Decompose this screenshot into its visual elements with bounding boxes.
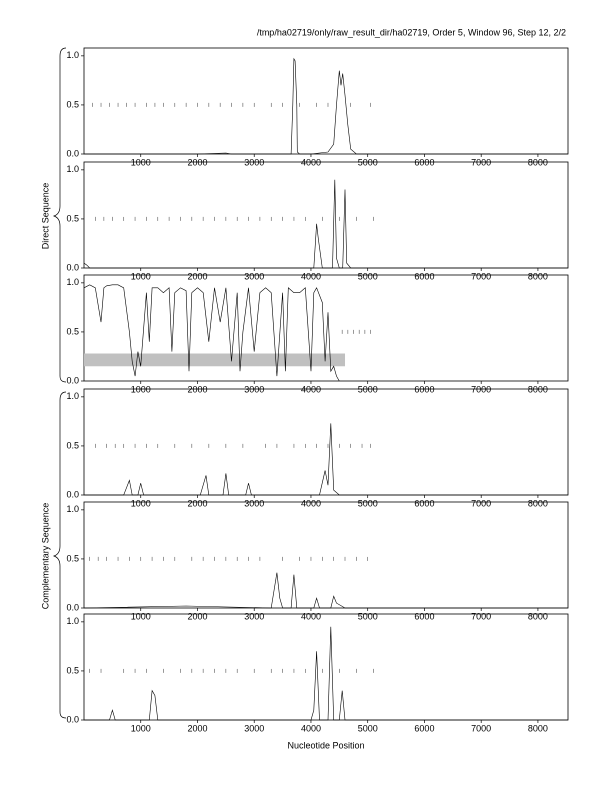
brace [52,47,67,383]
y-tick-label: 0.5 [66,440,79,450]
x-tick-label: 6000 [414,271,434,281]
x-tick-label: 4000 [301,498,321,508]
x-tick-label: 8000 [528,271,548,281]
x-tick-label: 6000 [414,498,434,508]
x-tick-label: 3000 [244,611,264,621]
group-label: Direct Sequence [40,183,50,250]
x-tick-label: 6000 [414,723,434,733]
y-tick-label: 1.0 [66,391,79,401]
y-tick-label: 1.0 [66,164,79,174]
group-label: Complementary Sequence [40,503,50,610]
line [84,423,568,496]
brace [52,391,67,719]
x-tick-label: 3000 [244,498,264,508]
x-tick-label: 7000 [471,723,491,733]
y-tick-label: 0.5 [66,326,79,336]
x-tick-label: 1000 [131,611,151,621]
x-tick-label: 4000 [301,611,321,621]
x-tick-label: 8000 [528,723,548,733]
x-tick-label: 5000 [358,498,378,508]
line [83,179,568,269]
y-tick-label: 0.0 [66,489,79,499]
x-tick-label: 4000 [301,723,321,733]
x-tick-label: 7000 [471,271,491,281]
x-tick-label: 8000 [528,498,548,508]
y-tick-label: 1.0 [66,277,79,287]
line [84,57,568,155]
line [83,572,568,609]
plot-frame [83,274,569,382]
y-tick-label: 0.0 [66,148,79,158]
y-tick-label: 0.5 [66,99,79,109]
plot-frame [83,501,569,609]
x-tick-label: 6000 [414,611,434,621]
y-tick-label: 0.0 [66,262,79,272]
header: /tmp/ha02719/only/raw_result_dir/ha02719… [257,27,566,37]
y-tick-label: 1.0 [66,616,79,626]
x-tick-label: 7000 [471,498,491,508]
x-tick-label: 2000 [187,498,207,508]
y-tick-label: 0.0 [66,714,79,724]
y-tick-label: 0.5 [66,665,79,675]
plot-frame [83,161,569,269]
x-tick-label: 1000 [131,498,151,508]
plot-frame [83,613,569,721]
x-tick-label: 5000 [358,271,378,281]
x-tick-label: 1000 [131,271,151,281]
x-tick-label: 4000 [301,271,321,281]
x-tick-label: 5000 [358,611,378,621]
y-tick-label: 0.0 [66,375,79,385]
x-tick-label: 7000 [471,611,491,621]
y-tick-label: 0.5 [66,213,79,223]
x-tick-label: 8000 [528,611,548,621]
plot-frame [83,47,569,155]
x-tick-label: 2000 [187,723,207,733]
line [84,626,568,721]
plot-frame [83,388,569,496]
band [84,353,346,367]
line [83,284,340,382]
y-tick-label: 0.0 [66,602,79,612]
x-tick-label: 2000 [187,611,207,621]
y-tick-label: 0.5 [66,553,79,563]
x-axis-title: Nucleotide Position [287,740,364,750]
y-tick-label: 1.0 [66,50,79,60]
x-tick-label: 5000 [358,723,378,733]
x-tick-label: 3000 [244,723,264,733]
x-tick-label: 2000 [187,271,207,281]
x-tick-label: 3000 [244,271,264,281]
x-tick-label: 1000 [131,723,151,733]
y-tick-label: 1.0 [66,504,79,514]
